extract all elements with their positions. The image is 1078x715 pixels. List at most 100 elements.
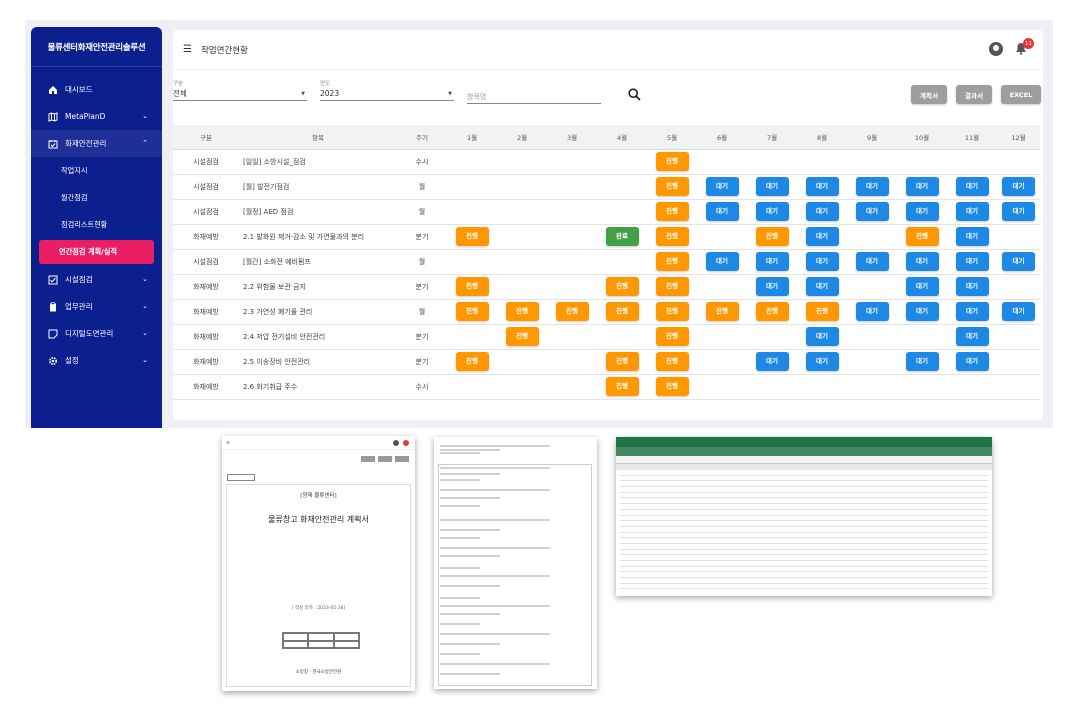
sidebar-item-metaplan[interactable]: MetaPlanD ⌄ <box>31 103 162 130</box>
status-chip[interactable]: 대기 <box>955 177 989 196</box>
status-chip[interactable]: 대기 <box>855 252 889 271</box>
status-chip[interactable]: 진행 <box>655 352 689 371</box>
status-chip[interactable]: 대기 <box>705 177 739 196</box>
status-chip[interactable]: 대기 <box>905 177 939 196</box>
status-chip[interactable]: 진행 <box>655 202 689 221</box>
month-cell: 대기 <box>947 274 997 300</box>
status-chip[interactable]: 진행 <box>505 327 539 346</box>
sidebar-item-label: 디지털도면관리 <box>65 329 114 338</box>
status-chip[interactable]: 대기 <box>955 352 989 371</box>
status-chip[interactable]: 진행 <box>655 327 689 346</box>
status-chip[interactable]: 대기 <box>955 202 989 221</box>
status-chip[interactable]: 진행 <box>655 252 689 271</box>
category-select[interactable]: 구분 전체 ▼ <box>173 79 307 101</box>
status-chip[interactable]: 대기 <box>955 252 989 271</box>
chevron-down-icon: ⌄ <box>142 302 148 310</box>
status-chip[interactable]: 진행 <box>655 152 689 171</box>
status-chip[interactable]: 대기 <box>1002 302 1035 321</box>
status-chip[interactable]: 진행 <box>655 277 689 296</box>
status-chip[interactable]: 대기 <box>955 227 989 246</box>
status-chip[interactable]: 대기 <box>1002 202 1035 221</box>
sidebar-item-digital-drawing[interactable]: 디지털도면관리 ⌄ <box>31 320 162 347</box>
year-select[interactable]: 연도 2023 ▼ <box>320 79 454 101</box>
status-chip[interactable]: 진행 <box>605 302 639 321</box>
bell-icon[interactable]: 11 <box>1015 38 1034 56</box>
sidebar-subitem-monthly-inspection[interactable]: 월간점검 <box>61 192 88 202</box>
column-header: 7월 <box>747 125 797 150</box>
status-chip[interactable]: 진행 <box>605 377 639 396</box>
account-icon[interactable] <box>989 42 1003 56</box>
search-icon[interactable] <box>628 86 641 101</box>
status-chip[interactable]: 진행 <box>655 227 689 246</box>
status-chip[interactable]: 대기 <box>755 202 789 221</box>
status-chip[interactable]: 대기 <box>805 202 839 221</box>
sidebar-subitem-annual-plan[interactable]: 연간점검 계획/실적 <box>39 240 154 264</box>
status-chip[interactable]: 진행 <box>455 277 489 296</box>
status-chip[interactable]: 진행 <box>455 227 489 246</box>
month-cell: 진행 <box>647 224 697 250</box>
sidebar-item-dashboard[interactable]: 대시보드 <box>31 76 162 103</box>
status-chip[interactable]: 대기 <box>805 352 839 371</box>
sidebar-item-facility-inspection[interactable]: 시설점검 ⌄ <box>31 266 162 293</box>
status-chip[interactable]: 대기 <box>1002 252 1035 271</box>
month-cell: 대기 <box>947 349 997 375</box>
search-input[interactable]: 항목명 <box>467 90 601 104</box>
status-chip[interactable]: 대기 <box>905 202 939 221</box>
status-chip[interactable]: 진행 <box>605 352 639 371</box>
status-chip[interactable]: 대기 <box>755 177 789 196</box>
plan-button[interactable]: 계획서 <box>911 85 947 104</box>
status-chip[interactable]: 대기 <box>855 202 889 221</box>
sidebar-item-label: MetaPlanD <box>65 112 106 121</box>
status-chip[interactable]: 대기 <box>955 302 989 321</box>
status-chip[interactable]: 대기 <box>1002 177 1035 196</box>
status-chip[interactable]: 진행 <box>655 377 689 396</box>
status-chip[interactable]: 대기 <box>805 277 839 296</box>
status-chip[interactable]: 진행 <box>505 302 539 321</box>
status-chip[interactable]: 대기 <box>705 202 739 221</box>
cycle-cell: 수시 <box>397 374 447 400</box>
status-chip[interactable]: 진행 <box>905 227 939 246</box>
month-cell: 진행 <box>597 299 647 325</box>
status-chip[interactable]: 대기 <box>805 177 839 196</box>
status-chip[interactable]: 진행 <box>605 277 639 296</box>
excel-button[interactable]: EXCEL <box>1001 85 1041 104</box>
status-chip[interactable]: 진행 <box>705 302 739 321</box>
status-chip[interactable]: 대기 <box>855 302 889 321</box>
status-chip[interactable]: 대기 <box>905 277 939 296</box>
status-chip[interactable]: 대기 <box>805 327 839 346</box>
status-chip[interactable]: 진행 <box>655 177 689 196</box>
status-chip[interactable]: 대기 <box>755 352 789 371</box>
sidebar-item-fire-safety[interactable]: 화재안전관리 ⌃ <box>31 130 162 157</box>
month-cell: 대기 <box>997 249 1040 275</box>
menu-icon[interactable]: ☰ <box>183 44 192 55</box>
status-chip[interactable]: 진행 <box>805 302 839 321</box>
status-chip[interactable]: 대기 <box>905 302 939 321</box>
status-chip[interactable]: 진행 <box>555 302 589 321</box>
status-chip[interactable]: 진행 <box>755 227 789 246</box>
status-chip[interactable]: 대기 <box>955 327 989 346</box>
status-chip[interactable]: 대기 <box>755 252 789 271</box>
status-chip[interactable]: 대기 <box>705 252 739 271</box>
sidebar-item-task-management[interactable]: 업무관리 ⌄ <box>31 293 162 320</box>
status-chip[interactable]: 대기 <box>855 177 889 196</box>
text-line <box>440 653 480 655</box>
status-chip[interactable]: 진행 <box>655 302 689 321</box>
sidebar-item-settings[interactable]: 설정 ⌄ <box>31 347 162 374</box>
result-button[interactable]: 결과서 <box>956 85 992 104</box>
bell-icon <box>403 440 409 446</box>
status-chip[interactable]: 진행 <box>755 302 789 321</box>
map-icon <box>47 111 58 122</box>
status-chip[interactable]: 대기 <box>755 277 789 296</box>
status-chip[interactable]: 대기 <box>955 277 989 296</box>
sidebar-subitem-checklist-status[interactable]: 점검리스트현황 <box>61 219 108 229</box>
status-chip[interactable]: 진행 <box>455 352 489 371</box>
status-chip[interactable]: 대기 <box>805 252 839 271</box>
month-cell: 진행 <box>647 199 697 225</box>
status-chip[interactable]: 진행 <box>455 302 489 321</box>
status-chip[interactable]: 대기 <box>905 252 939 271</box>
page-title: 작업연간현황 <box>200 45 248 56</box>
sidebar-subitem-work-order[interactable]: 작업지시 <box>61 165 88 175</box>
status-chip[interactable]: 대기 <box>905 352 939 371</box>
status-chip[interactable]: 대기 <box>805 227 839 246</box>
status-chip[interactable]: 완료 <box>605 227 639 246</box>
